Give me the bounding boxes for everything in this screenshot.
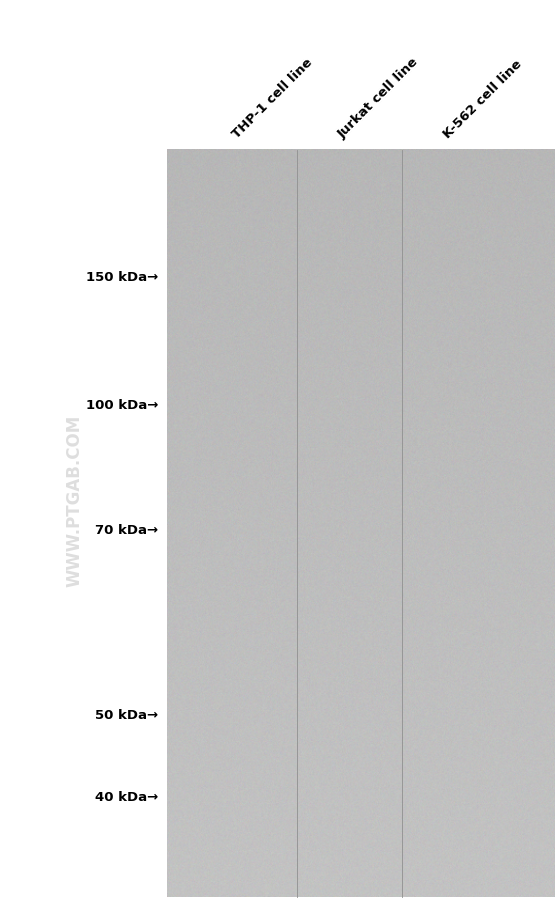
Text: Jurkat cell line: Jurkat cell line <box>336 56 421 141</box>
Text: 50 kDa→: 50 kDa→ <box>95 709 158 722</box>
Text: 150 kDa→: 150 kDa→ <box>86 271 158 284</box>
Text: K-562 cell line: K-562 cell line <box>441 57 525 141</box>
Text: 40 kDa→: 40 kDa→ <box>95 791 158 804</box>
Text: 100 kDa→: 100 kDa→ <box>86 399 158 412</box>
Text: THP-1 cell line: THP-1 cell line <box>230 56 316 141</box>
Text: WWW.PTGAB.COM: WWW.PTGAB.COM <box>66 415 84 588</box>
Text: 70 kDa→: 70 kDa→ <box>95 524 158 537</box>
